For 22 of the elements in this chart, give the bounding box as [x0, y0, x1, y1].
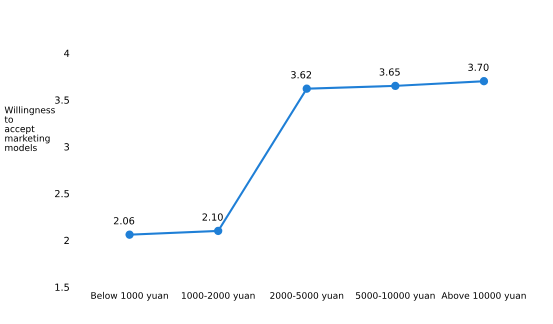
data-label: 3.62: [291, 71, 312, 78]
y-tick-label: 3: [64, 143, 70, 151]
x-tick-label: Above 10000 yuan: [441, 292, 526, 301]
point: [480, 77, 488, 86]
x-tick-label: 1000-2000 yuan: [182, 292, 255, 301]
data-label: 3.70: [468, 64, 489, 71]
point: [125, 230, 134, 239]
point: [302, 84, 311, 93]
data-label: 3.65: [380, 68, 400, 76]
y-tick-label: 4: [64, 50, 70, 57]
data-label: 2.10: [202, 213, 223, 221]
x-tick-label: 2000-5000 yuan: [270, 292, 344, 301]
y-tick-label: 2: [64, 236, 69, 244]
point: [391, 82, 400, 90]
y-tick-label: 2.5: [55, 190, 69, 198]
x-tick-label: Below 1000 yuan: [91, 292, 168, 301]
y-axis-title: Willingness to accept marketing models: [4, 106, 55, 152]
x-tick-label: 5000-10000 yuan: [356, 292, 435, 301]
data-label: 2.06: [114, 217, 134, 224]
y-tick-label: 3.5: [55, 96, 69, 104]
y-tick-label: 1.5: [55, 284, 69, 291]
point: [214, 226, 222, 236]
